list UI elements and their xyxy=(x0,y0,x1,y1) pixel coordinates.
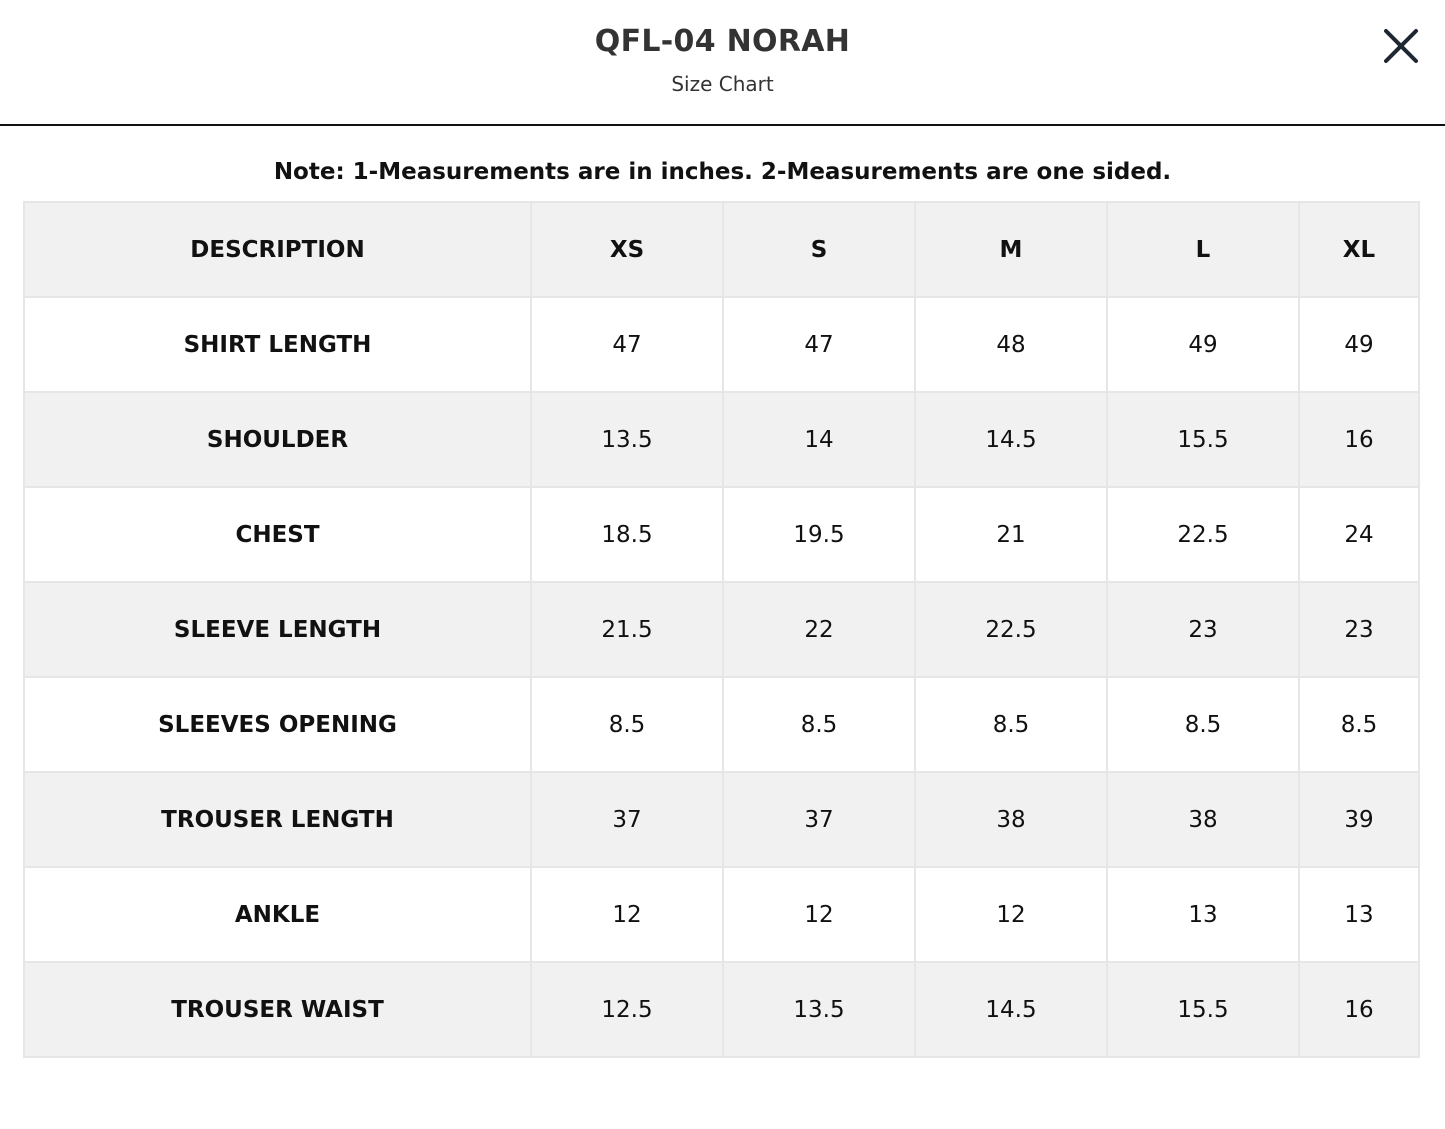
close-x-icon[interactable] xyxy=(1378,24,1422,68)
table-cell: 23 xyxy=(1106,581,1300,678)
table-cell: 22 xyxy=(722,581,916,678)
table-cell: 19.5 xyxy=(722,486,916,583)
table-cell: 22.5 xyxy=(1106,486,1300,583)
table-cell: 49 xyxy=(1106,296,1300,393)
table-row: SLEEVE LENGTH 21.5 22 22.5 23 23 xyxy=(23,581,1420,678)
modal-title: QFL-04 NORAH xyxy=(594,24,851,59)
table-cell: 16 xyxy=(1298,391,1420,488)
table-cell: 47 xyxy=(722,296,916,393)
table-cell: 12.5 xyxy=(530,961,724,1058)
table-row: SLEEVES OPENING 8.5 8.5 8.5 8.5 8.5 xyxy=(23,676,1420,773)
table-cell: 37 xyxy=(722,771,916,868)
table-cell: 12 xyxy=(722,866,916,963)
table-cell: 16 xyxy=(1298,961,1420,1058)
table-cell: 49 xyxy=(1298,296,1420,393)
table-row: CHEST 18.5 19.5 21 22.5 24 xyxy=(23,486,1420,583)
table-cell: 8.5 xyxy=(1106,676,1300,773)
table-cell: 39 xyxy=(1298,771,1420,868)
column-header-xs: XS xyxy=(530,201,724,298)
row-label: CHEST xyxy=(23,486,532,583)
column-header-description: DESCRIPTION xyxy=(23,201,532,298)
table-cell: 12 xyxy=(530,866,724,963)
table-cell: 13 xyxy=(1106,866,1300,963)
table-row: TROUSER LENGTH 37 37 38 38 39 xyxy=(23,771,1420,868)
row-label: TROUSER WAIST xyxy=(23,961,532,1058)
column-header-xl: XL xyxy=(1298,201,1420,298)
table-cell: 38 xyxy=(1106,771,1300,868)
table-cell: 15.5 xyxy=(1106,391,1300,488)
table-row: SHOULDER 13.5 14 14.5 15.5 16 xyxy=(23,391,1420,488)
table-cell: 12 xyxy=(914,866,1108,963)
modal-subtitle: Size Chart xyxy=(671,72,774,96)
row-label: SHOULDER xyxy=(23,391,532,488)
table-cell: 18.5 xyxy=(530,486,724,583)
table-cell: 15.5 xyxy=(1106,961,1300,1058)
column-header-s: S xyxy=(722,201,916,298)
table-cell: 21 xyxy=(914,486,1108,583)
table-cell: 22.5 xyxy=(914,581,1108,678)
size-chart-table: DESCRIPTION XS S M L XL SHIRT LENGTH 47 … xyxy=(23,201,1420,1058)
table-cell: 13.5 xyxy=(530,391,724,488)
row-label: SLEEVE LENGTH xyxy=(23,581,532,678)
close-button[interactable] xyxy=(1378,24,1422,68)
table-cell: 8.5 xyxy=(722,676,916,773)
measurement-note: Note: 1-Measurements are in inches. 2-Me… xyxy=(273,159,1172,185)
table-cell: 37 xyxy=(530,771,724,868)
column-header-m: M xyxy=(914,201,1108,298)
table-cell: 24 xyxy=(1298,486,1420,583)
row-label: TROUSER LENGTH xyxy=(23,771,532,868)
table-cell: 23 xyxy=(1298,581,1420,678)
column-header-l: L xyxy=(1106,201,1300,298)
table-cell: 8.5 xyxy=(914,676,1108,773)
table-cell: 14.5 xyxy=(914,391,1108,488)
table-cell: 47 xyxy=(530,296,724,393)
table-cell: 13 xyxy=(1298,866,1420,963)
table-cell: 14.5 xyxy=(914,961,1108,1058)
table-row: TROUSER WAIST 12.5 13.5 14.5 15.5 16 xyxy=(23,961,1420,1058)
table-cell: 21.5 xyxy=(530,581,724,678)
table-cell: 8.5 xyxy=(1298,676,1420,773)
table-cell: 8.5 xyxy=(530,676,724,773)
table-cell: 13.5 xyxy=(722,961,916,1058)
table-header-row: DESCRIPTION XS S M L XL xyxy=(23,201,1420,298)
table-cell: 38 xyxy=(914,771,1108,868)
row-label: SLEEVES OPENING xyxy=(23,676,532,773)
table-row: ANKLE 12 12 12 13 13 xyxy=(23,866,1420,963)
row-label: ANKLE xyxy=(23,866,532,963)
table-cell: 48 xyxy=(914,296,1108,393)
row-label: SHIRT LENGTH xyxy=(23,296,532,393)
table-row: SHIRT LENGTH 47 47 48 49 49 xyxy=(23,296,1420,393)
table-cell: 14 xyxy=(722,391,916,488)
modal-header: QFL-04 NORAH Size Chart xyxy=(0,0,1445,126)
